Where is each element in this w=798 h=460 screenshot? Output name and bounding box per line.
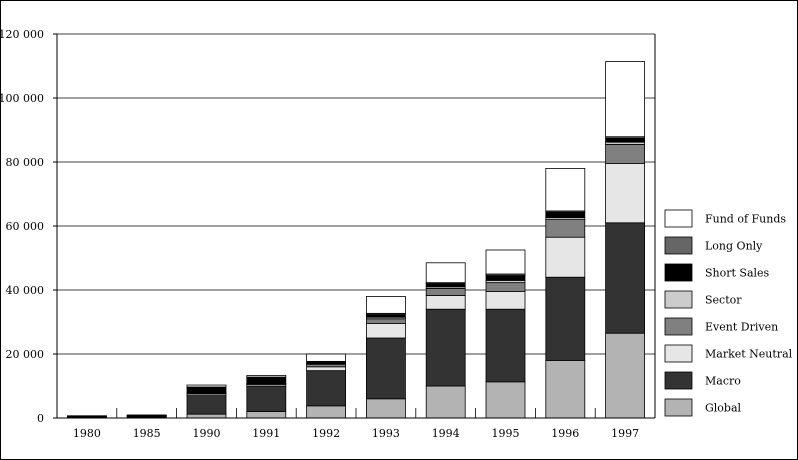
y-tick-label: 120 000: [0, 28, 44, 41]
bar-segment-fund-of-funds-1996: [545, 167, 586, 212]
bar-segment-global-1997: [605, 332, 645, 419]
legend-swatch: [664, 209, 693, 228]
bar-segment-event-driven-1995: [485, 282, 526, 293]
bar-segment-global-1994: [425, 385, 466, 419]
x-tick-label: 1990: [193, 427, 221, 440]
bar-segment-short-sales-1995: [485, 275, 526, 281]
bar-segment-fund-of-funds-1985: [126, 414, 167, 416]
x-tick-label: 1994: [432, 427, 460, 440]
bar-segment-event-driven-1994: [425, 287, 466, 296]
bar-segment-global-1996: [545, 359, 586, 419]
legend-swatch: [664, 263, 693, 282]
bar-segment-fund-of-funds-1994: [425, 262, 466, 284]
legend-label: Macro: [705, 375, 741, 388]
bar-segment-short-sales-1994: [425, 283, 466, 288]
legend-label: Event Driven: [705, 321, 778, 334]
bar-segment-global-1991: [246, 411, 287, 419]
y-tick-label: 0: [37, 412, 44, 425]
bar-segment-market-neutral-1992: [306, 366, 347, 372]
bar-segment-market-neutral-1997: [605, 163, 645, 224]
x-tick-label: 1997: [611, 427, 639, 440]
bar-segment-macro-1990: [186, 395, 227, 415]
bar-segment-short-sales-1997: [605, 137, 645, 143]
bar-segment-macro-1995: [485, 308, 526, 383]
legend-swatch: [664, 344, 693, 363]
bar-segment-fund-of-funds-1990: [186, 384, 227, 388]
bar-segment-market-neutral-1996: [545, 236, 586, 278]
legend-label: Fund of Funds: [705, 213, 786, 226]
bar-segment-market-neutral-1994: [425, 295, 466, 310]
bars: [67, 61, 645, 419]
x-tick-label: 1991: [252, 427, 280, 440]
legend-label: Global: [705, 402, 742, 415]
bar-segment-global-1995: [485, 381, 526, 419]
bar-segment-fund-of-funds-1993: [365, 295, 406, 314]
legend-label: Market Neutral: [705, 348, 793, 361]
bar-segment-macro-1994: [425, 308, 466, 387]
bar-segment-event-driven-1997: [605, 143, 645, 164]
bar-segment-market-neutral-1995: [485, 291, 526, 310]
bar-segment-macro-1993: [365, 337, 406, 400]
y-tick-label: 100 000: [0, 92, 44, 105]
legend: Fund of Funds Long Only Short Sales Sector E…: [664, 209, 793, 417]
bar-segment-macro-1992: [306, 370, 347, 407]
legend-swatch: [664, 317, 693, 336]
x-tick-label: 1996: [551, 427, 579, 440]
bar-segment-short-sales-1980: [67, 415, 107, 417]
bar-segment-fund-of-funds-1992: [306, 353, 347, 362]
y-tick-label: 20 000: [6, 348, 45, 361]
legend-swatch: [664, 290, 693, 309]
x-tick-label: 1980: [73, 427, 101, 440]
x-axis-ticks: 1980 1985 1990 1991 1992 1993 1994 1995 1996 1997: [73, 408, 639, 440]
bar-segment-short-sales-1990: [186, 386, 227, 394]
bar-segment-short-sales-1991: [246, 376, 287, 384]
bar-segment-fund-of-funds-1991: [246, 375, 287, 378]
bar-segment-event-driven-1996: [545, 219, 586, 238]
x-tick-label: 1993: [372, 427, 400, 440]
legend-swatch: [664, 398, 693, 417]
y-axis-ticks: 0 20 000 40 000 60 000 80 000 100 000 120 000: [0, 28, 57, 425]
y-tick-label: 80 000: [6, 156, 45, 169]
bar-segment-short-sales-1996: [545, 211, 586, 219]
legend-label: Long Only: [705, 240, 763, 253]
bar-segment-event-driven-1993: [365, 318, 406, 324]
legend-label: Short Sales: [705, 267, 770, 280]
bar-segment-macro-1996: [545, 276, 586, 361]
legend-swatch: [664, 371, 693, 390]
bar-segment-global-1990: [186, 413, 227, 419]
legend-swatch: [664, 236, 693, 255]
bar-segment-fund-of-funds-1997: [605, 61, 645, 138]
bar-segment-macro-1997: [605, 222, 645, 334]
x-tick-label: 1992: [312, 427, 340, 440]
bar-segment-global-1992: [306, 405, 347, 419]
bar-segment-global-1993: [365, 398, 406, 419]
x-tick-label: 1985: [133, 427, 161, 440]
legend-label: Sector: [705, 294, 742, 307]
bar-segment-market-neutral-1993: [365, 323, 406, 339]
y-tick-label: 40 000: [6, 284, 45, 297]
y-tick-label: 60 000: [6, 220, 45, 233]
x-tick-label: 1995: [492, 427, 520, 440]
bar-segment-macro-1991: [246, 385, 287, 413]
bar-segment-fund-of-funds-1995: [485, 249, 526, 275]
